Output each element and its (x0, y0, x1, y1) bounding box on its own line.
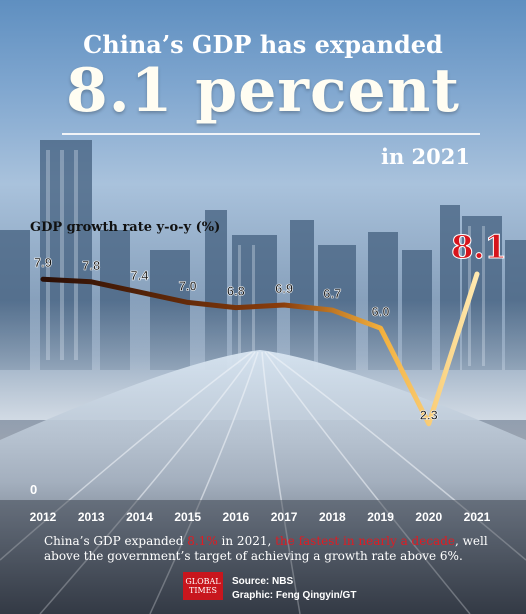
data-point-2015 (185, 300, 190, 305)
data-label-2014: 7.4 (130, 268, 149, 283)
title-divider (62, 133, 480, 135)
caption-part-3: , well above the government’s target of … (44, 534, 488, 563)
global-times-logo: GLOBAL TIMES (183, 572, 223, 600)
x-tick-2021: 2021 (464, 510, 491, 524)
x-tick-2016: 2016 (223, 510, 250, 524)
x-tick-2013: 2013 (78, 510, 105, 524)
graphic-credit: Graphic: Feng Qingyin/GT (232, 590, 357, 601)
data-point-2019 (378, 326, 383, 331)
data-label-2016: 6.8 (227, 284, 245, 299)
x-tick-2012: 2012 (30, 510, 57, 524)
title-line-1: China’s GDP has expanded (83, 30, 443, 59)
data-label-2013: 7.8 (82, 258, 100, 273)
x-tick-2018: 2018 (319, 510, 346, 524)
x-tick-2014: 2014 (126, 510, 153, 524)
data-point-2017 (282, 302, 287, 307)
data-point-2012 (41, 277, 46, 282)
data-label-2015: 7.0 (179, 278, 197, 293)
x-tick-2020: 2020 (415, 510, 442, 524)
title-headline: 8.1 percent (65, 56, 461, 126)
data-label-2012: 7.9 (34, 255, 52, 270)
data-point-2016 (233, 305, 238, 310)
y-axis-title: GDP growth rate y-o-y (%) (30, 220, 221, 235)
data-label-2020: 2.3 (420, 408, 438, 423)
data-point-2013 (89, 279, 94, 284)
x-tick-2015: 2015 (174, 510, 201, 524)
data-point-2018 (330, 308, 335, 313)
data-label-2021: 8.1 (451, 228, 507, 266)
data-point-2014 (137, 290, 142, 295)
x-tick-2017: 2017 (271, 510, 298, 524)
y-zero-label: 0 (30, 482, 37, 497)
data-label-2018: 6.7 (323, 286, 341, 301)
data-label-2017: 6.9 (275, 281, 293, 296)
caption-highlight-fastest: the fastest in nearly a decade (275, 534, 455, 548)
caption-part-2: in 2021, (217, 534, 276, 548)
caption-text: China’s GDP expanded 8.1% in 2021, the f… (44, 534, 494, 564)
title-year: in 2021 (380, 144, 470, 169)
data-point-2021 (475, 272, 480, 277)
caption-highlight-growth: 8.1% (187, 534, 218, 548)
caption-part-1: China’s GDP expanded (44, 534, 188, 548)
source-credit: Source: NBS (232, 576, 294, 587)
data-label-2019: 6.0 (372, 304, 390, 319)
x-tick-2019: 2019 (367, 510, 394, 524)
series-line (40, 271, 480, 427)
